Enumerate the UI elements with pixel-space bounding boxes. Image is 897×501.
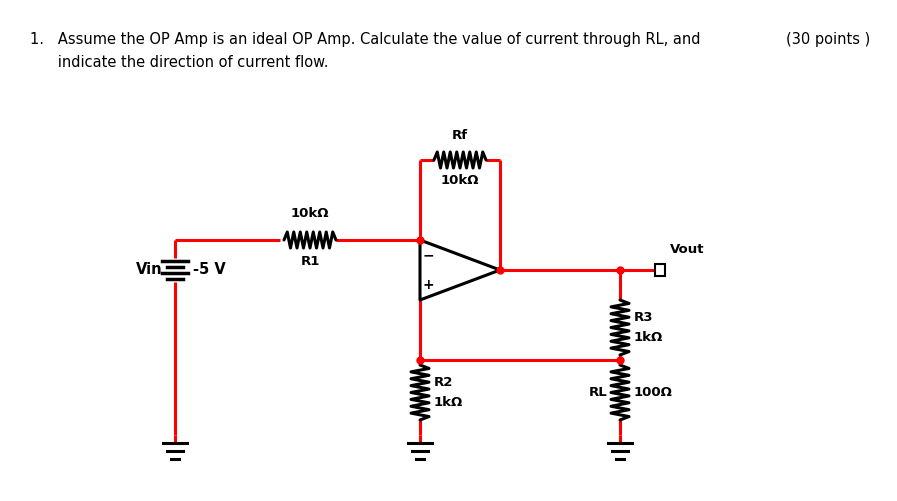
Bar xyxy=(655,264,665,276)
Text: 1.   Assume the OP Amp is an ideal OP Amp. Calculate the value of current throug: 1. Assume the OP Amp is an ideal OP Amp.… xyxy=(30,32,701,47)
Text: Vout: Vout xyxy=(670,243,704,256)
Text: -5 V: -5 V xyxy=(193,263,226,278)
Text: Rf: Rf xyxy=(452,129,468,142)
Text: R2: R2 xyxy=(434,376,453,389)
Text: 1kΩ: 1kΩ xyxy=(634,331,663,344)
Text: 1kΩ: 1kΩ xyxy=(434,396,463,409)
Text: (30 points ): (30 points ) xyxy=(786,32,870,47)
Text: R3: R3 xyxy=(634,311,654,324)
Text: RL: RL xyxy=(589,386,608,399)
Text: Vin: Vin xyxy=(136,263,163,278)
Text: 10kΩ: 10kΩ xyxy=(440,174,479,187)
Text: 100Ω: 100Ω xyxy=(634,386,673,399)
Text: 10kΩ: 10kΩ xyxy=(291,207,329,220)
Text: −: − xyxy=(422,248,434,262)
Text: R1: R1 xyxy=(300,255,319,268)
Text: +: + xyxy=(422,278,434,292)
Text: indicate the direction of current flow.: indicate the direction of current flow. xyxy=(30,55,328,70)
